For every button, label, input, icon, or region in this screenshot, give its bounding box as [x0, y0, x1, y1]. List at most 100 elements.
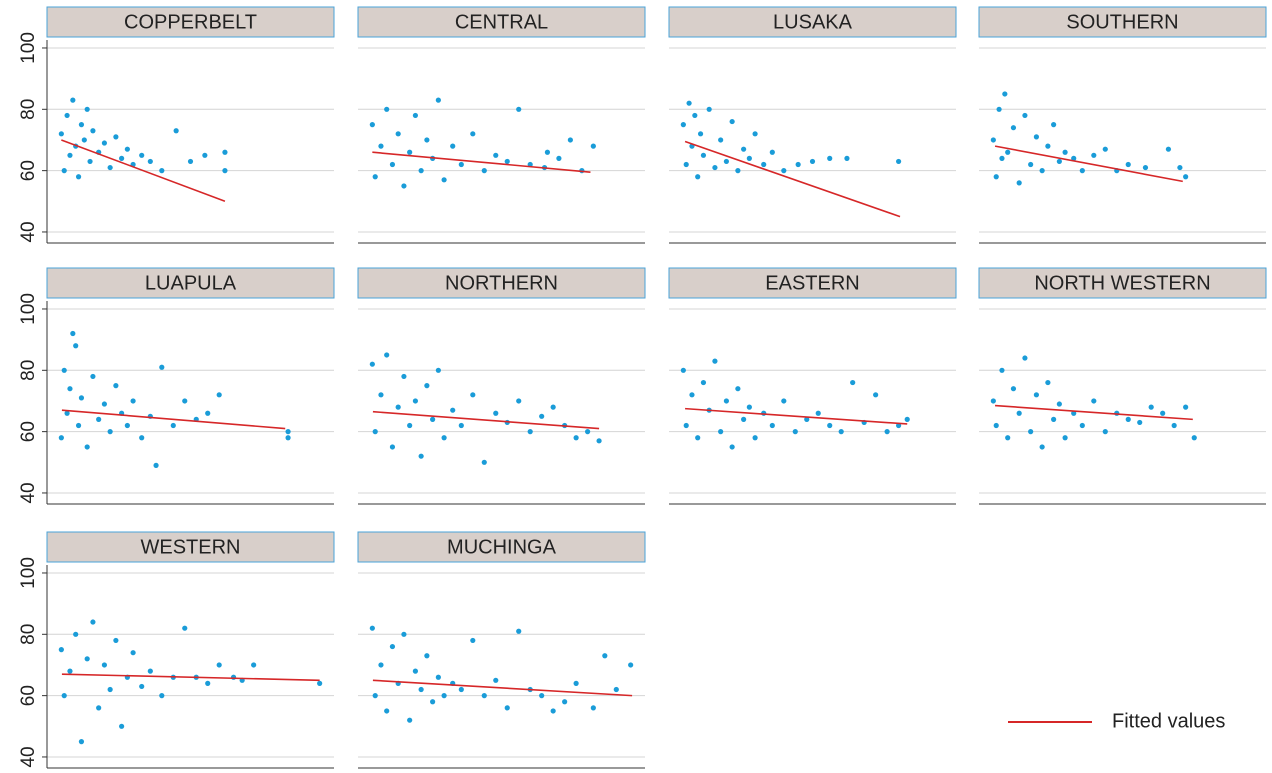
point	[628, 662, 634, 668]
point	[1125, 416, 1131, 422]
point	[769, 422, 775, 429]
point	[844, 155, 850, 161]
point	[124, 146, 130, 152]
y-tick-label: 80	[18, 624, 39, 645]
point	[761, 161, 767, 168]
point	[729, 118, 735, 125]
y-tick-label: 80	[18, 360, 39, 381]
point	[96, 705, 102, 711]
point	[539, 693, 545, 699]
point	[159, 693, 165, 699]
point	[407, 717, 413, 723]
point	[873, 392, 879, 398]
point	[1005, 149, 1011, 155]
point	[815, 410, 821, 416]
point	[1079, 168, 1085, 174]
point	[107, 429, 113, 435]
point	[741, 146, 747, 152]
point	[781, 398, 787, 404]
point	[458, 422, 464, 429]
point	[384, 352, 390, 358]
point	[990, 398, 996, 404]
point	[585, 429, 591, 435]
point	[401, 373, 407, 380]
point	[130, 650, 136, 656]
point	[1079, 422, 1085, 429]
point	[539, 413, 545, 419]
point	[741, 416, 747, 422]
panel-title: MUCHINGA	[447, 536, 557, 558]
point	[389, 643, 396, 650]
y-tick-label: 60	[18, 685, 39, 706]
point	[718, 429, 724, 435]
point	[407, 149, 413, 155]
point	[781, 168, 787, 174]
point	[1062, 149, 1068, 155]
point	[441, 177, 447, 183]
y-tick-label: 40	[18, 746, 39, 767]
point	[470, 131, 476, 137]
fitted-line	[61, 409, 286, 430]
point	[884, 429, 890, 435]
point	[516, 628, 522, 634]
point	[90, 373, 96, 380]
point	[1010, 386, 1017, 392]
point	[458, 686, 464, 693]
point	[504, 705, 510, 711]
point	[64, 410, 70, 416]
point	[573, 435, 579, 441]
point	[216, 662, 222, 668]
point	[804, 416, 810, 422]
point	[182, 398, 188, 404]
point	[139, 683, 145, 690]
point	[389, 161, 396, 168]
panel-header	[46, 531, 335, 563]
point	[481, 693, 487, 699]
fitted-line	[61, 139, 226, 203]
fitted-line	[995, 404, 1193, 421]
point	[493, 152, 499, 158]
point	[378, 143, 384, 149]
point	[683, 161, 689, 168]
panel-header	[978, 6, 1267, 38]
point	[395, 131, 401, 137]
panel-header	[668, 267, 957, 299]
point	[1028, 429, 1034, 435]
point	[712, 164, 718, 171]
point	[550, 708, 556, 714]
point	[1016, 180, 1022, 186]
point	[723, 398, 730, 404]
point	[850, 379, 856, 386]
point	[723, 158, 730, 165]
point	[372, 693, 378, 699]
point	[401, 631, 407, 637]
point	[752, 435, 758, 441]
point	[493, 410, 499, 416]
point	[516, 106, 522, 112]
point	[58, 131, 64, 137]
point	[735, 386, 741, 392]
point	[418, 453, 424, 459]
point	[173, 128, 179, 134]
point	[216, 392, 222, 398]
point	[90, 128, 96, 134]
point	[101, 140, 107, 146]
point	[613, 686, 619, 693]
point	[424, 137, 430, 143]
point	[222, 149, 228, 155]
point	[435, 367, 441, 373]
point	[78, 739, 85, 745]
point	[124, 422, 130, 429]
fitted-line	[372, 410, 600, 430]
point	[1033, 392, 1039, 398]
point	[1171, 422, 1177, 429]
point	[67, 386, 73, 392]
point	[1033, 134, 1039, 140]
point	[590, 705, 596, 711]
point	[1177, 164, 1183, 171]
point	[378, 392, 384, 398]
point	[384, 708, 390, 714]
y-tick-label: 100	[18, 32, 39, 64]
point	[573, 680, 579, 686]
